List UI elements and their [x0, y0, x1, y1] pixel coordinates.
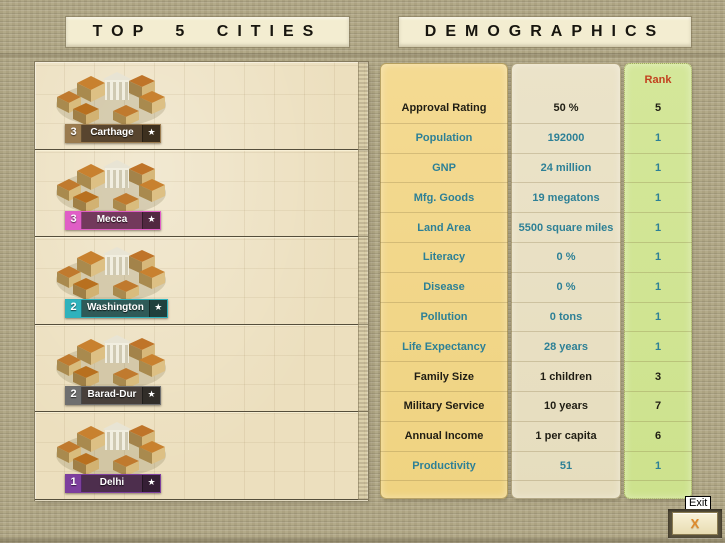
city-rank-badge: 2 [66, 387, 82, 405]
city-illustration [56, 247, 166, 303]
city-rank-badge: 3 [66, 212, 82, 230]
demographic-value: 0 % [511, 243, 621, 273]
top-5-cities-title: TOP 5 CITIES [66, 17, 349, 47]
rank-column-header: Rank [644, 74, 672, 86]
demographic-rank: 1 [624, 243, 692, 273]
demographic-value: 28 years [511, 332, 621, 363]
demographic-label: Approval Rating [380, 94, 508, 124]
demographic-row: Life Expectancy 28 years 1 [378, 332, 694, 363]
demographics-rows: Approval Rating 50 % 5 Population 192000… [378, 94, 694, 482]
star-icon: ★ [148, 299, 167, 317]
demographic-row: Mfg. Goods 19 megatons 1 [378, 183, 694, 214]
demographic-label: Literacy [380, 243, 508, 273]
demographic-row: Annual Income 1 per capita 6 [378, 422, 694, 452]
demographic-label: Military Service [380, 392, 508, 422]
star-icon: ★ [142, 212, 160, 230]
demographic-row: GNP 24 million 1 [378, 154, 694, 184]
panel-right-trim [358, 62, 368, 500]
city-label: 2 Barad-Dur ★ [65, 386, 161, 406]
city-rank-badge: 3 [66, 124, 82, 142]
demographics-rank-column [624, 63, 692, 499]
demographic-value: 19 megatons [511, 183, 621, 214]
demographic-label: Disease [380, 273, 508, 303]
demographic-value: 24 million [511, 154, 621, 184]
city-illustration [56, 334, 166, 390]
city-label: 3 Carthage ★ [65, 123, 161, 143]
demographic-label: Pollution [380, 303, 508, 333]
demographics-label-column [380, 63, 508, 499]
demographic-rank: 1 [624, 124, 692, 154]
exit-button-frame: X [668, 509, 722, 538]
city-row: 3 Carthage ★ [35, 62, 368, 150]
city-label: 2 Washington ★ [65, 298, 168, 318]
demographic-row: Literacy 0 % 1 [378, 243, 694, 273]
city-name: Carthage [82, 124, 142, 142]
demographic-label: Annual Income [380, 422, 508, 452]
demographics-value-column [511, 63, 621, 499]
city-name: Delhi [82, 474, 142, 492]
demographic-rank: 5 [624, 94, 692, 124]
demographic-rank: 1 [624, 452, 692, 482]
demographic-rank: 1 [624, 332, 692, 363]
demographic-row: Family Size 1 children 3 [378, 362, 694, 392]
city-label: 3 Mecca ★ [65, 211, 161, 231]
demographic-rank: 3 [624, 362, 692, 392]
demographic-value: 192000 [511, 124, 621, 154]
demographic-row: Population 192000 1 [378, 124, 694, 154]
demographic-value: 0 tons [511, 303, 621, 333]
demographic-value: 51 [511, 452, 621, 482]
demographic-label: Land Area [380, 213, 508, 243]
city-rank-badge: 2 [66, 299, 82, 317]
demographic-rank: 6 [624, 422, 692, 452]
city-label: 1 Delhi ★ [65, 473, 161, 493]
exit-tooltip: Exit [685, 496, 712, 511]
city-name: Barad-Dur [82, 387, 142, 405]
city-row: 2 Washington ★ [35, 237, 368, 325]
top-5-cities-panel: 3 Carthage ★ [35, 62, 368, 500]
demographic-rank: 1 [624, 213, 692, 243]
star-icon: ★ [142, 124, 160, 142]
demographics-title: DEMOGRAPHICS [399, 17, 691, 47]
city-illustration [56, 72, 166, 127]
demographic-label: Family Size [380, 362, 508, 392]
demographic-row: Productivity 51 1 [378, 452, 694, 482]
city-row: 3 Mecca ★ [35, 150, 368, 238]
city-row: 1 Delhi ★ [35, 412, 368, 500]
demographic-label: Life Expectancy [380, 332, 508, 363]
header-divider [0, 53, 725, 57]
city-name: Washington [82, 299, 149, 317]
demographic-rank: 1 [624, 183, 692, 214]
demographic-label: Productivity [380, 452, 508, 482]
demographic-row: Pollution 0 tons 1 [378, 303, 694, 333]
demographic-row: Disease 0 % 1 [378, 273, 694, 303]
demographic-label: Mfg. Goods [380, 183, 508, 214]
city-illustration [56, 159, 166, 215]
demographic-row: Approval Rating 50 % 5 [378, 94, 694, 124]
demographic-rank: 1 [624, 303, 692, 333]
demographic-value: 1 children [511, 362, 621, 392]
demographic-row: Military Service 10 years 7 [378, 392, 694, 422]
city-row: 2 Barad-Dur ★ [35, 325, 368, 413]
demographic-value: 1 per capita [511, 422, 621, 452]
demographic-value: 50 % [511, 94, 621, 124]
demographic-value: 0 % [511, 273, 621, 303]
demographic-rank: 1 [624, 273, 692, 303]
x-icon: X [690, 516, 700, 531]
city-illustration [56, 422, 166, 478]
city-name: Mecca [82, 212, 142, 230]
demographic-value: 5500 square miles [511, 213, 621, 243]
city-rank-badge: 1 [66, 474, 82, 492]
star-icon: ★ [142, 387, 160, 405]
demographic-value: 10 years [511, 392, 621, 422]
bottom-ridge [0, 538, 725, 543]
demographic-rank: 7 [624, 392, 692, 422]
star-icon: ★ [142, 474, 160, 492]
demographic-row: Land Area 5500 square miles 1 [378, 213, 694, 243]
demographic-label: GNP [380, 154, 508, 184]
exit-button[interactable]: X [672, 512, 718, 535]
demographic-rank: 1 [624, 154, 692, 184]
demographic-label: Population [380, 124, 508, 154]
demographics-panel: Rank Approval Rating 50 % 5 Population 1… [378, 63, 694, 499]
